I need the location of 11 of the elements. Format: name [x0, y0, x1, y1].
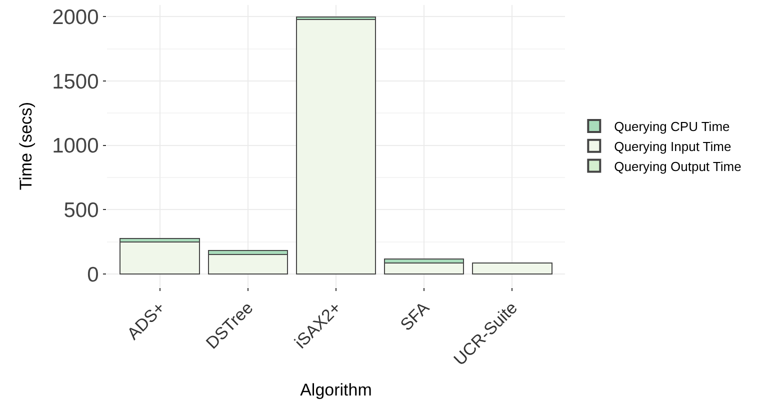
y-axis-title: Time (secs) [16, 102, 36, 190]
y-tick-label: 0 [87, 263, 99, 286]
y-tick-label: 500 [64, 199, 99, 222]
y-tick-label: 2000 [52, 6, 99, 29]
y-tick-label: 1500 [52, 70, 99, 94]
y-tick-label: 1000 [52, 134, 99, 158]
legend-label: Querying Output Time [614, 158, 742, 174]
x-axis-title: Algorithm [300, 380, 372, 400]
legend-label: Querying Input Time [614, 138, 732, 154]
legend-label: Querying CPU Time [614, 119, 730, 134]
x-tick-label: SFA [396, 298, 434, 334]
